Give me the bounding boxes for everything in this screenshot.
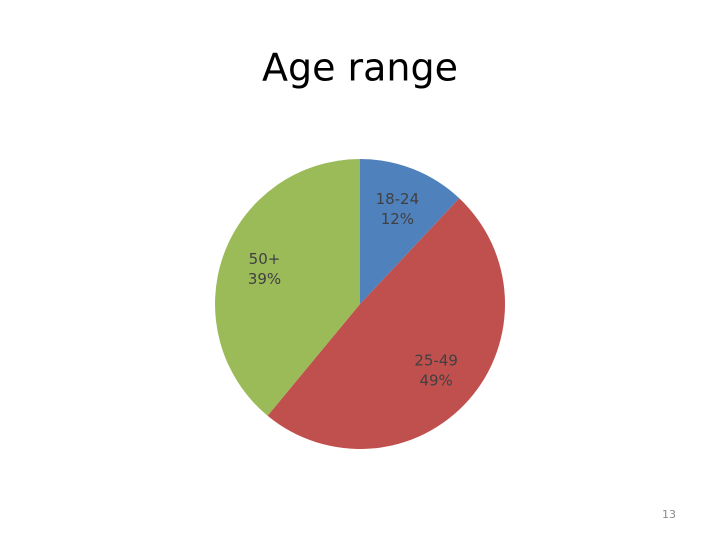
- page-number: 13: [662, 508, 676, 521]
- slice-value-label: 12%: [381, 210, 414, 228]
- slice-value-label: 39%: [248, 270, 281, 288]
- pie-slice: [214, 159, 360, 416]
- slice-value-label: 49%: [419, 372, 452, 390]
- slice-category-label: 25-49: [414, 352, 458, 370]
- slice-category-label: 18-24: [376, 190, 420, 208]
- pie-slice: [267, 198, 505, 449]
- slice-category-label: 50+: [249, 250, 281, 268]
- pie: 18-24 12% 25-49 49% 50+ 39%: [214, 159, 505, 449]
- chart-title: Age range: [262, 46, 458, 90]
- pie-slice: [360, 159, 460, 304]
